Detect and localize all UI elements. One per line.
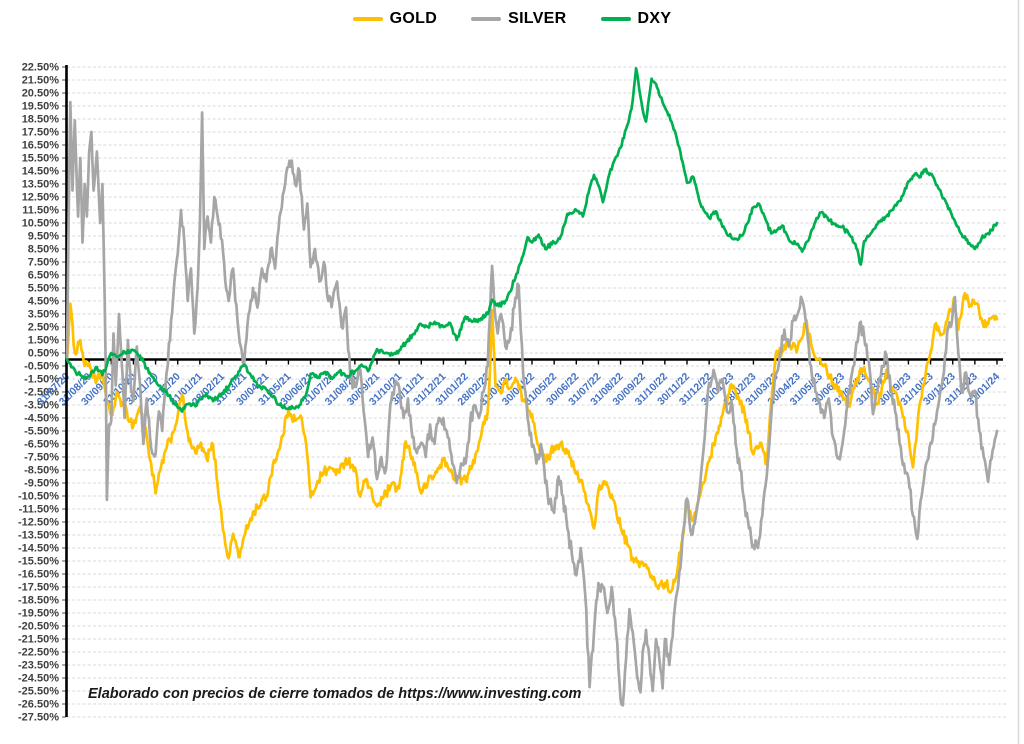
legend-label-gold: GOLD [389,10,438,27]
series-line-dxy [65,66,999,413]
svg-text:21.50%: 21.50% [22,75,60,87]
svg-text:-18.50%: -18.50% [18,595,59,607]
legend-label-dxy: DXY [637,10,672,27]
silver-line-swatch [471,17,502,21]
svg-text:4.50%: 4.50% [28,296,59,308]
svg-text:-13.50%: -13.50% [18,530,59,542]
svg-text:17.50%: 17.50% [22,127,60,139]
svg-text:-26.50%: -26.50% [18,699,59,711]
svg-text:10.50%: 10.50% [22,218,60,230]
svg-text:-23.50%: -23.50% [18,660,59,672]
svg-text:11.50%: 11.50% [22,205,59,217]
svg-text:5.50%: 5.50% [28,283,59,295]
series-line-gold [65,291,999,594]
svg-text:-3.50%: -3.50% [24,400,59,412]
svg-text:-1.50%: -1.50% [24,374,59,386]
svg-text:2.50%: 2.50% [28,322,59,334]
svg-text:-10.50%: -10.50% [18,491,59,503]
svg-text:-0.50%: -0.50% [24,361,59,373]
legend-label-silver: SILVER [508,10,567,27]
svg-text:-19.50%: -19.50% [18,608,59,620]
svg-text:7.50%: 7.50% [28,257,59,269]
svg-text:3.50%: 3.50% [28,309,59,321]
legend-item-gold: GOLD [352,10,438,28]
svg-text:-22.50%: -22.50% [18,647,59,659]
svg-text:-2.50%: -2.50% [24,387,59,399]
svg-text:19.50%: 19.50% [22,101,60,113]
svg-text:9.50%: 9.50% [28,231,59,243]
svg-text:6.50%: 6.50% [28,270,59,282]
svg-text:-20.50%: -20.50% [18,621,59,633]
y-axis-tick-labels: 22.50%21.50%20.50%19.50%18.50%17.50%16.5… [18,62,66,724]
svg-text:-6.50%: -6.50% [24,439,59,451]
svg-text:0.50%: 0.50% [28,348,59,360]
svg-text:-27.50%: -27.50% [18,712,59,724]
chart-legend: GOLD SILVER DXY [0,10,1024,28]
svg-text:-5.50%: -5.50% [24,426,59,438]
svg-text:12.50%: 12.50% [22,192,60,204]
svg-text:-15.50%: -15.50% [18,556,59,568]
svg-text:14.50%: 14.50% [22,166,60,178]
svg-text:18.50%: 18.50% [22,114,60,126]
series-line-silver [65,100,999,707]
svg-text:-25.50%: -25.50% [18,686,59,698]
svg-text:8.50%: 8.50% [28,244,59,256]
gold-line-swatch [352,17,383,21]
svg-text:-21.50%: -21.50% [18,634,59,646]
svg-text:-7.50%: -7.50% [24,452,59,464]
svg-text:-24.50%: -24.50% [18,673,59,685]
legend-item-dxy: DXY [600,10,672,28]
svg-text:1.50%: 1.50% [28,335,59,347]
svg-text:22.50%: 22.50% [22,62,60,74]
svg-text:20.50%: 20.50% [22,88,60,100]
svg-text:16.50%: 16.50% [22,140,60,152]
svg-text:-16.50%: -16.50% [18,569,59,581]
svg-text:-12.50%: -12.50% [18,517,59,529]
svg-text:-8.50%: -8.50% [24,465,59,477]
svg-text:15.50%: 15.50% [22,153,60,165]
legend-item-silver: SILVER [471,10,566,28]
dxy-line-swatch [600,17,631,21]
svg-text:-11.50%: -11.50% [19,504,60,516]
svg-text:-17.50%: -17.50% [18,582,59,594]
svg-text:-4.50%: -4.50% [24,413,59,425]
svg-text:-9.50%: -9.50% [24,478,59,490]
source-annotation: Elaborado con precios de cierre tomados … [88,686,582,702]
svg-text:-14.50%: -14.50% [18,543,59,555]
svg-text:13.50%: 13.50% [22,179,60,191]
